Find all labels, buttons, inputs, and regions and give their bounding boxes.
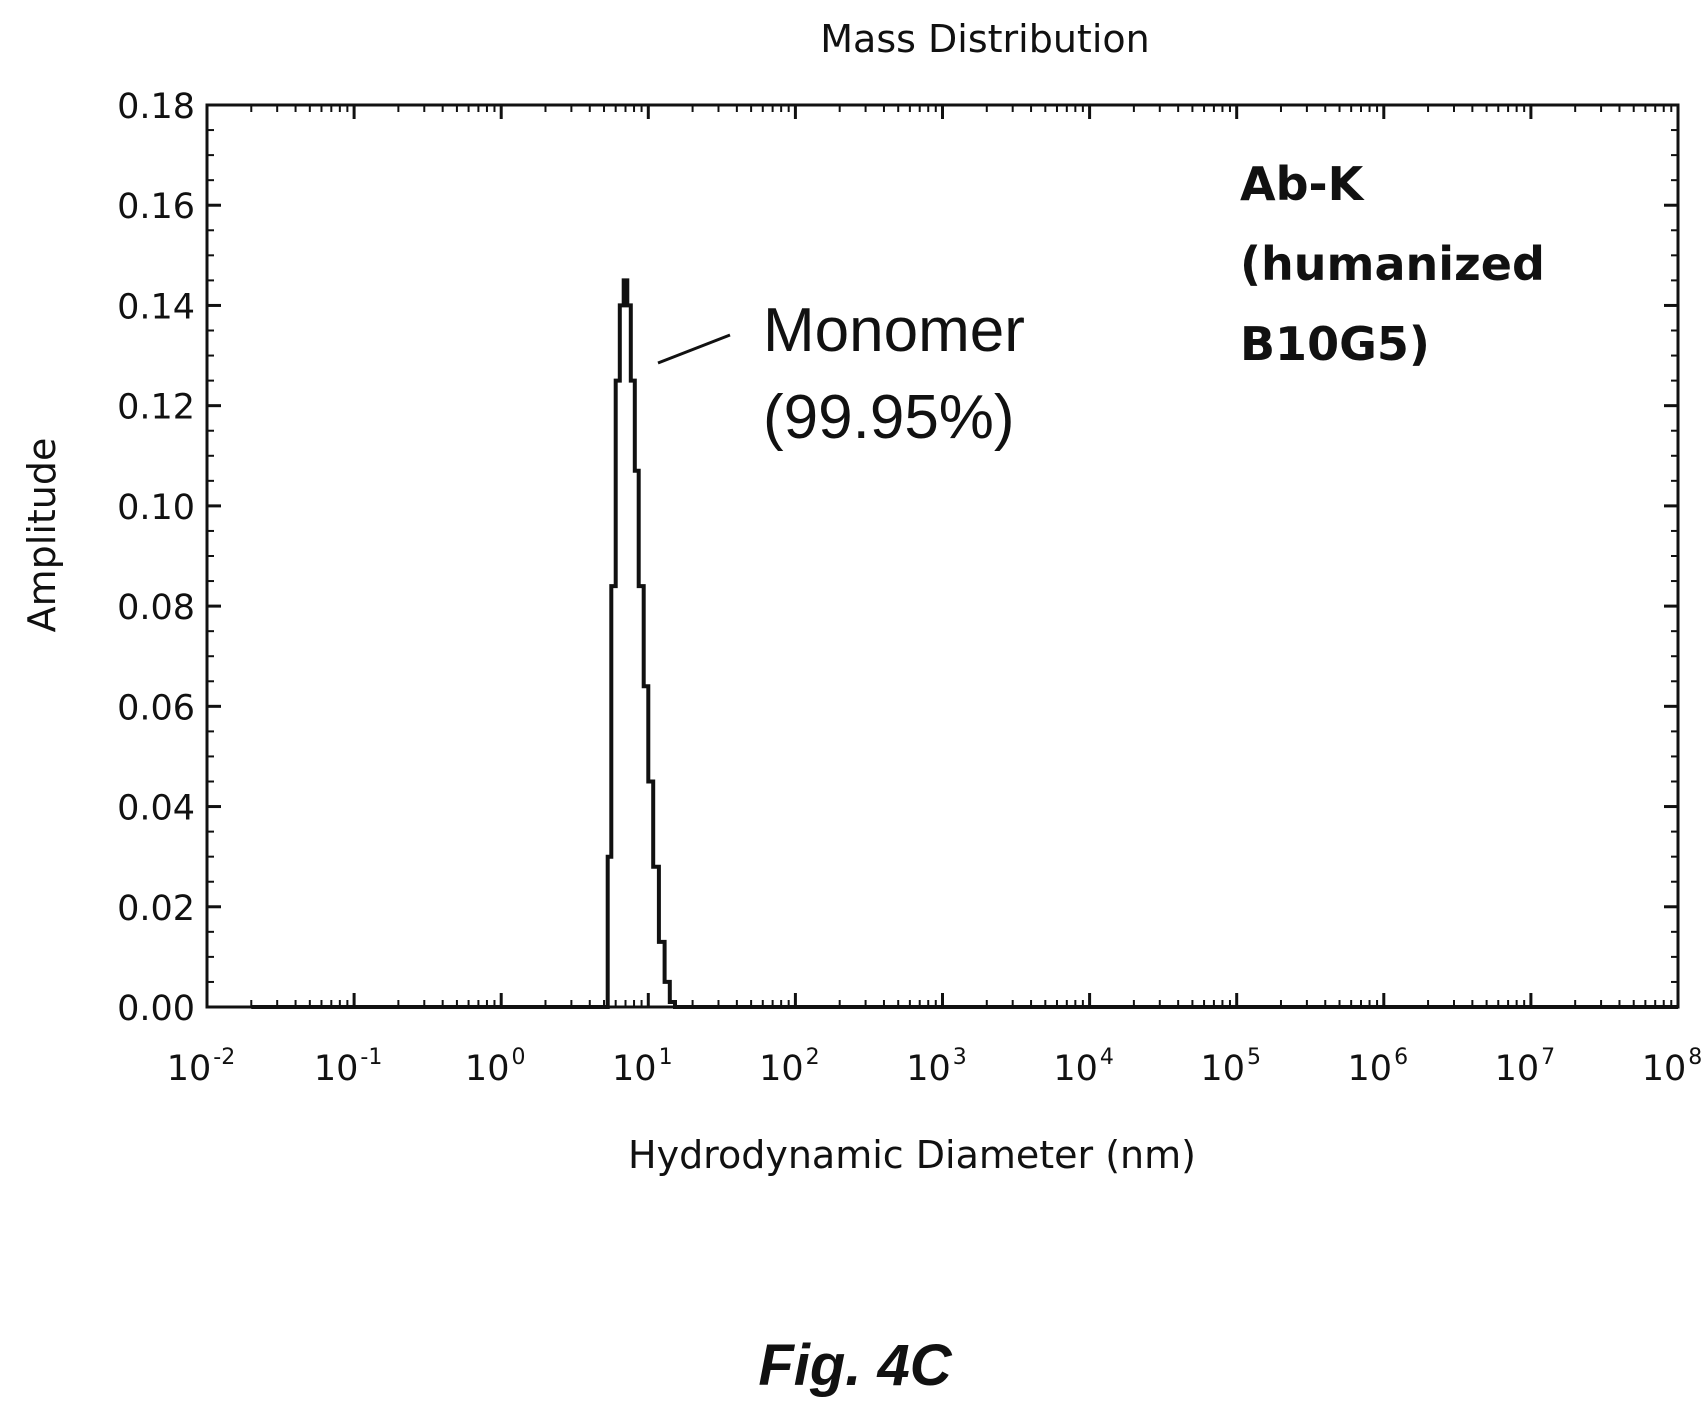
sample-label-line-3: B10G5)	[1240, 317, 1430, 371]
y-tick-label: 0.18	[117, 87, 195, 127]
figure-caption: Fig. 4C	[758, 1333, 952, 1398]
x-tick-label: 101	[612, 1045, 673, 1089]
y-tick-label: 0.10	[117, 488, 195, 528]
series-line-monomer	[251, 278, 1678, 1009]
sample-label-line-2: (humanized	[1240, 237, 1545, 291]
x-tick-label: 104	[1053, 1045, 1114, 1089]
y-tick-label: 0.16	[117, 187, 195, 227]
y-tick-label: 0.06	[117, 688, 195, 728]
chart-title: Mass Distribution	[820, 17, 1149, 61]
x-tick-label: 106	[1348, 1045, 1409, 1089]
x-axis-label: Hydrodynamic Diameter (nm)	[628, 1133, 1196, 1177]
x-tick-label: 107	[1495, 1045, 1556, 1089]
y-tick-label: 0.14	[117, 287, 195, 327]
x-tick-label: 102	[759, 1045, 820, 1089]
x-tick-label: 108	[1642, 1045, 1703, 1089]
y-tick-label: 0.12	[117, 388, 195, 428]
annotation-monomer: Monomer	[763, 296, 1025, 365]
y-tick-label: 0.02	[117, 889, 195, 929]
sample-label-line-1: Ab-K	[1240, 157, 1366, 211]
x-tick-label: 103	[906, 1045, 967, 1089]
x-tick-label: 10-2	[167, 1045, 235, 1089]
y-axis-ticks: 0.00 0.02 0.04 0.06 0.08 0.10 0.12 0.14 0.16 0.18	[117, 87, 1678, 1029]
x-tick-label: 100	[465, 1045, 526, 1089]
annotation-leader-line	[657, 333, 731, 365]
annotation-monomer-percent: (99.95%)	[763, 383, 1015, 452]
y-axis-label: Amplitude	[20, 438, 64, 633]
y-tick-label: 0.04	[117, 789, 195, 829]
y-tick-label: 0.00	[117, 989, 195, 1029]
x-tick-label: 10-1	[314, 1045, 382, 1089]
x-tick-label: 105	[1200, 1045, 1261, 1089]
y-tick-label: 0.08	[117, 588, 195, 628]
